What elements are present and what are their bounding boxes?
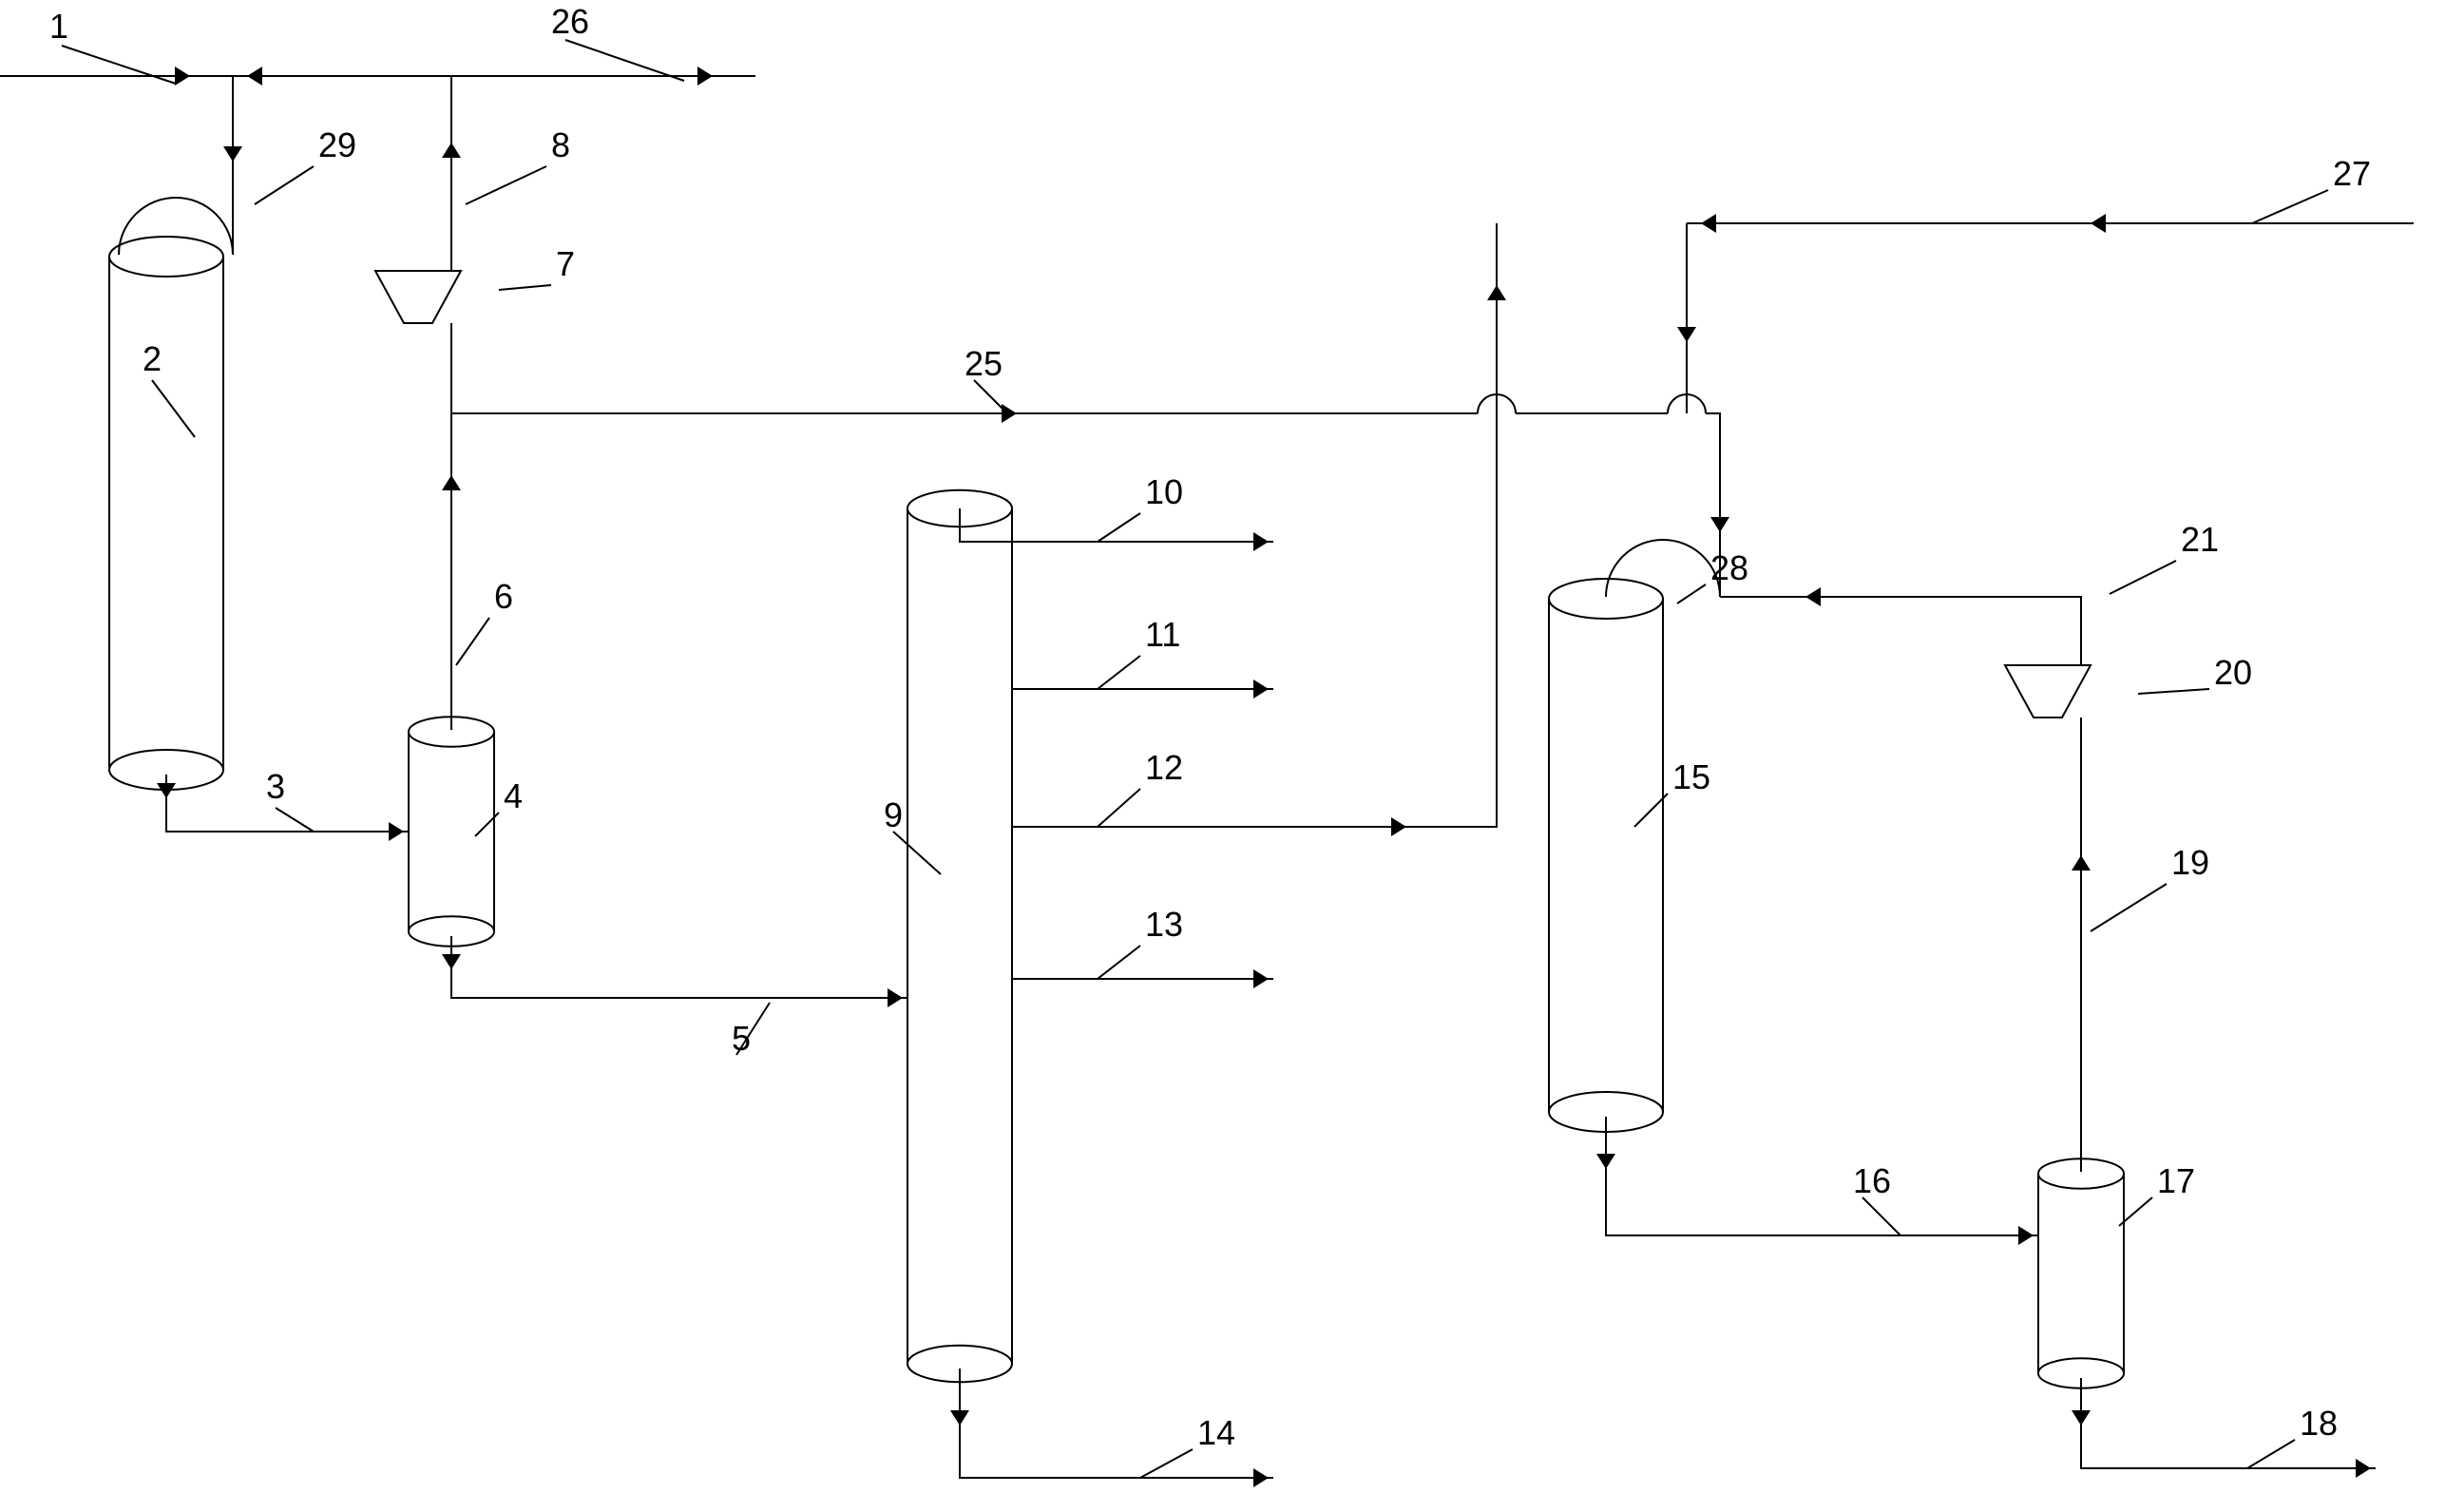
label-9: 9 [884,795,903,834]
label-4: 4 [504,776,523,815]
label-16: 16 [1853,1161,1891,1200]
label-8: 8 [551,125,570,164]
label-17: 17 [2157,1161,2195,1200]
label-26: 26 [551,2,589,41]
label-12: 12 [1145,748,1183,787]
label-27: 27 [2333,154,2371,193]
label-10: 10 [1145,472,1183,511]
label-28: 28 [1710,548,1748,587]
label-21: 21 [2181,520,2219,559]
label-25: 25 [965,344,1003,383]
label-1: 1 [49,7,68,46]
label-11: 11 [1145,615,1180,654]
label-13: 13 [1145,905,1183,944]
label-5: 5 [732,1019,751,1058]
label-20: 20 [2214,653,2252,692]
label-2: 2 [143,339,162,378]
label-29: 29 [318,125,356,164]
label-18: 18 [2300,1404,2338,1443]
label-7: 7 [556,244,575,283]
label-14: 14 [1197,1413,1235,1452]
label-19: 19 [2171,843,2209,882]
process-flow-diagram: 1234567891011121314151617181920212526272… [0,0,2464,1512]
label-6: 6 [494,577,513,616]
label-3: 3 [266,767,285,806]
label-15: 15 [1672,757,1710,796]
